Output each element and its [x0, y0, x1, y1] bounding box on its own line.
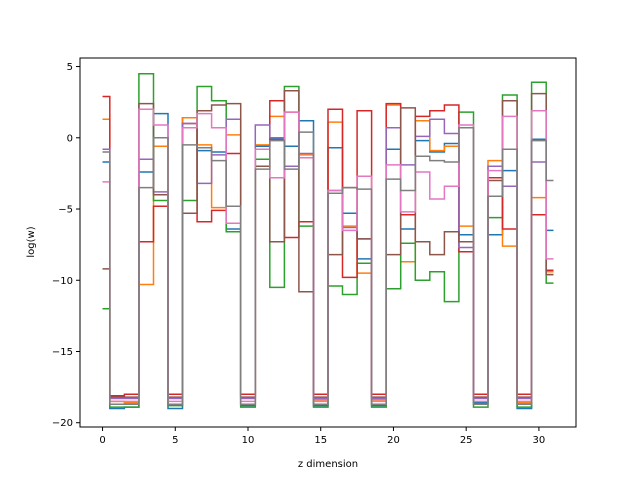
plot-frame [79, 57, 577, 428]
x-tick-label: 30 [533, 435, 546, 446]
y-tick-label: −10 [52, 276, 73, 287]
x-tick-label: 20 [387, 435, 400, 446]
x-tick-label: 5 [172, 435, 178, 446]
y-tick-label: 0 [67, 133, 73, 144]
x-tick-label: 10 [242, 435, 255, 446]
series-layer [102, 72, 554, 410]
y-tick-label: −5 [58, 205, 73, 216]
y-axis-label: log(w) [26, 226, 37, 257]
x-tick-label: 15 [314, 435, 327, 446]
x-tick-label: 0 [99, 435, 105, 446]
y-tick-label: −15 [52, 347, 73, 358]
x-axis-label: z dimension [298, 459, 358, 470]
y-tick-label: 5 [67, 62, 73, 73]
y-tick-label: −20 [52, 418, 73, 429]
series-line-8 [102, 127, 554, 405]
y-axis-ticks: −20 −15 −10 −5 0 5 [52, 62, 80, 429]
x-tick-label: 25 [460, 435, 473, 446]
x-axis-ticks: 0 5 10 15 20 25 30 [99, 427, 545, 446]
